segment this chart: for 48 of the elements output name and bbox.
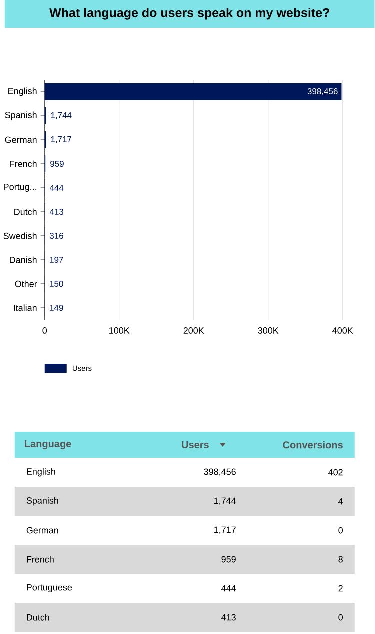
data-label: 1,744 (214, 498, 236, 506)
x-tick-label: 400K (332, 328, 354, 334)
data-label: 197 (50, 257, 64, 264)
data-label: 959 (50, 161, 64, 168)
x-tick-label: 0 (42, 328, 48, 334)
data-label: 0 (338, 614, 344, 621)
data-label: 0 (338, 527, 344, 534)
category-label: Spanish (26, 497, 58, 506)
data-label: 413 (222, 614, 236, 621)
data-label: 402 (328, 469, 343, 476)
category-label: German (26, 527, 58, 534)
data-label: 398,456 (204, 468, 236, 476)
y-tick-label: Spanish (5, 112, 37, 120)
data-label: 8 (338, 556, 344, 563)
data-label: 444 (222, 585, 236, 592)
y-tick-label: Other (15, 280, 38, 288)
data-label: 1,744 (51, 112, 72, 120)
x-tick-label: 100K (110, 328, 130, 334)
data-label: 444 (50, 185, 64, 191)
y-tick-label: Danish (10, 256, 37, 264)
y-tick-label: Portug... (4, 184, 37, 192)
category-label: Dutch (27, 614, 50, 621)
data-label: 149 (50, 305, 64, 312)
category-label: English (27, 468, 56, 477)
chart-title: What language do users speak on my website? (50, 8, 330, 20)
data-label: 959 (222, 556, 236, 563)
category-label: Portuguese (27, 584, 72, 593)
text: Users (182, 442, 210, 448)
data-label: 150 (50, 281, 64, 288)
data-label: 1,717 (51, 136, 72, 144)
category-label: French (27, 556, 54, 563)
data-label: 2 (338, 585, 343, 592)
y-tick-label: Italian (14, 304, 37, 312)
y-tick-label: English (8, 88, 37, 96)
bar (44, 84, 342, 100)
y-tick-label: Dutch (14, 208, 37, 216)
data-label: 398,456 (308, 88, 338, 96)
data-label: 316 (50, 233, 64, 240)
x-tick-label: 300K (258, 328, 279, 334)
y-tick-label: Swedish (4, 232, 37, 240)
data-label: 413 (50, 209, 64, 216)
x-tick-label: 200K (184, 328, 204, 334)
text: Language (25, 440, 72, 450)
y-tick-label: French (10, 160, 37, 168)
y-tick-label: German (5, 136, 37, 144)
data-label: 1,717 (214, 526, 236, 534)
text: Conversions (283, 441, 344, 449)
data-label: 4 (338, 498, 344, 505)
